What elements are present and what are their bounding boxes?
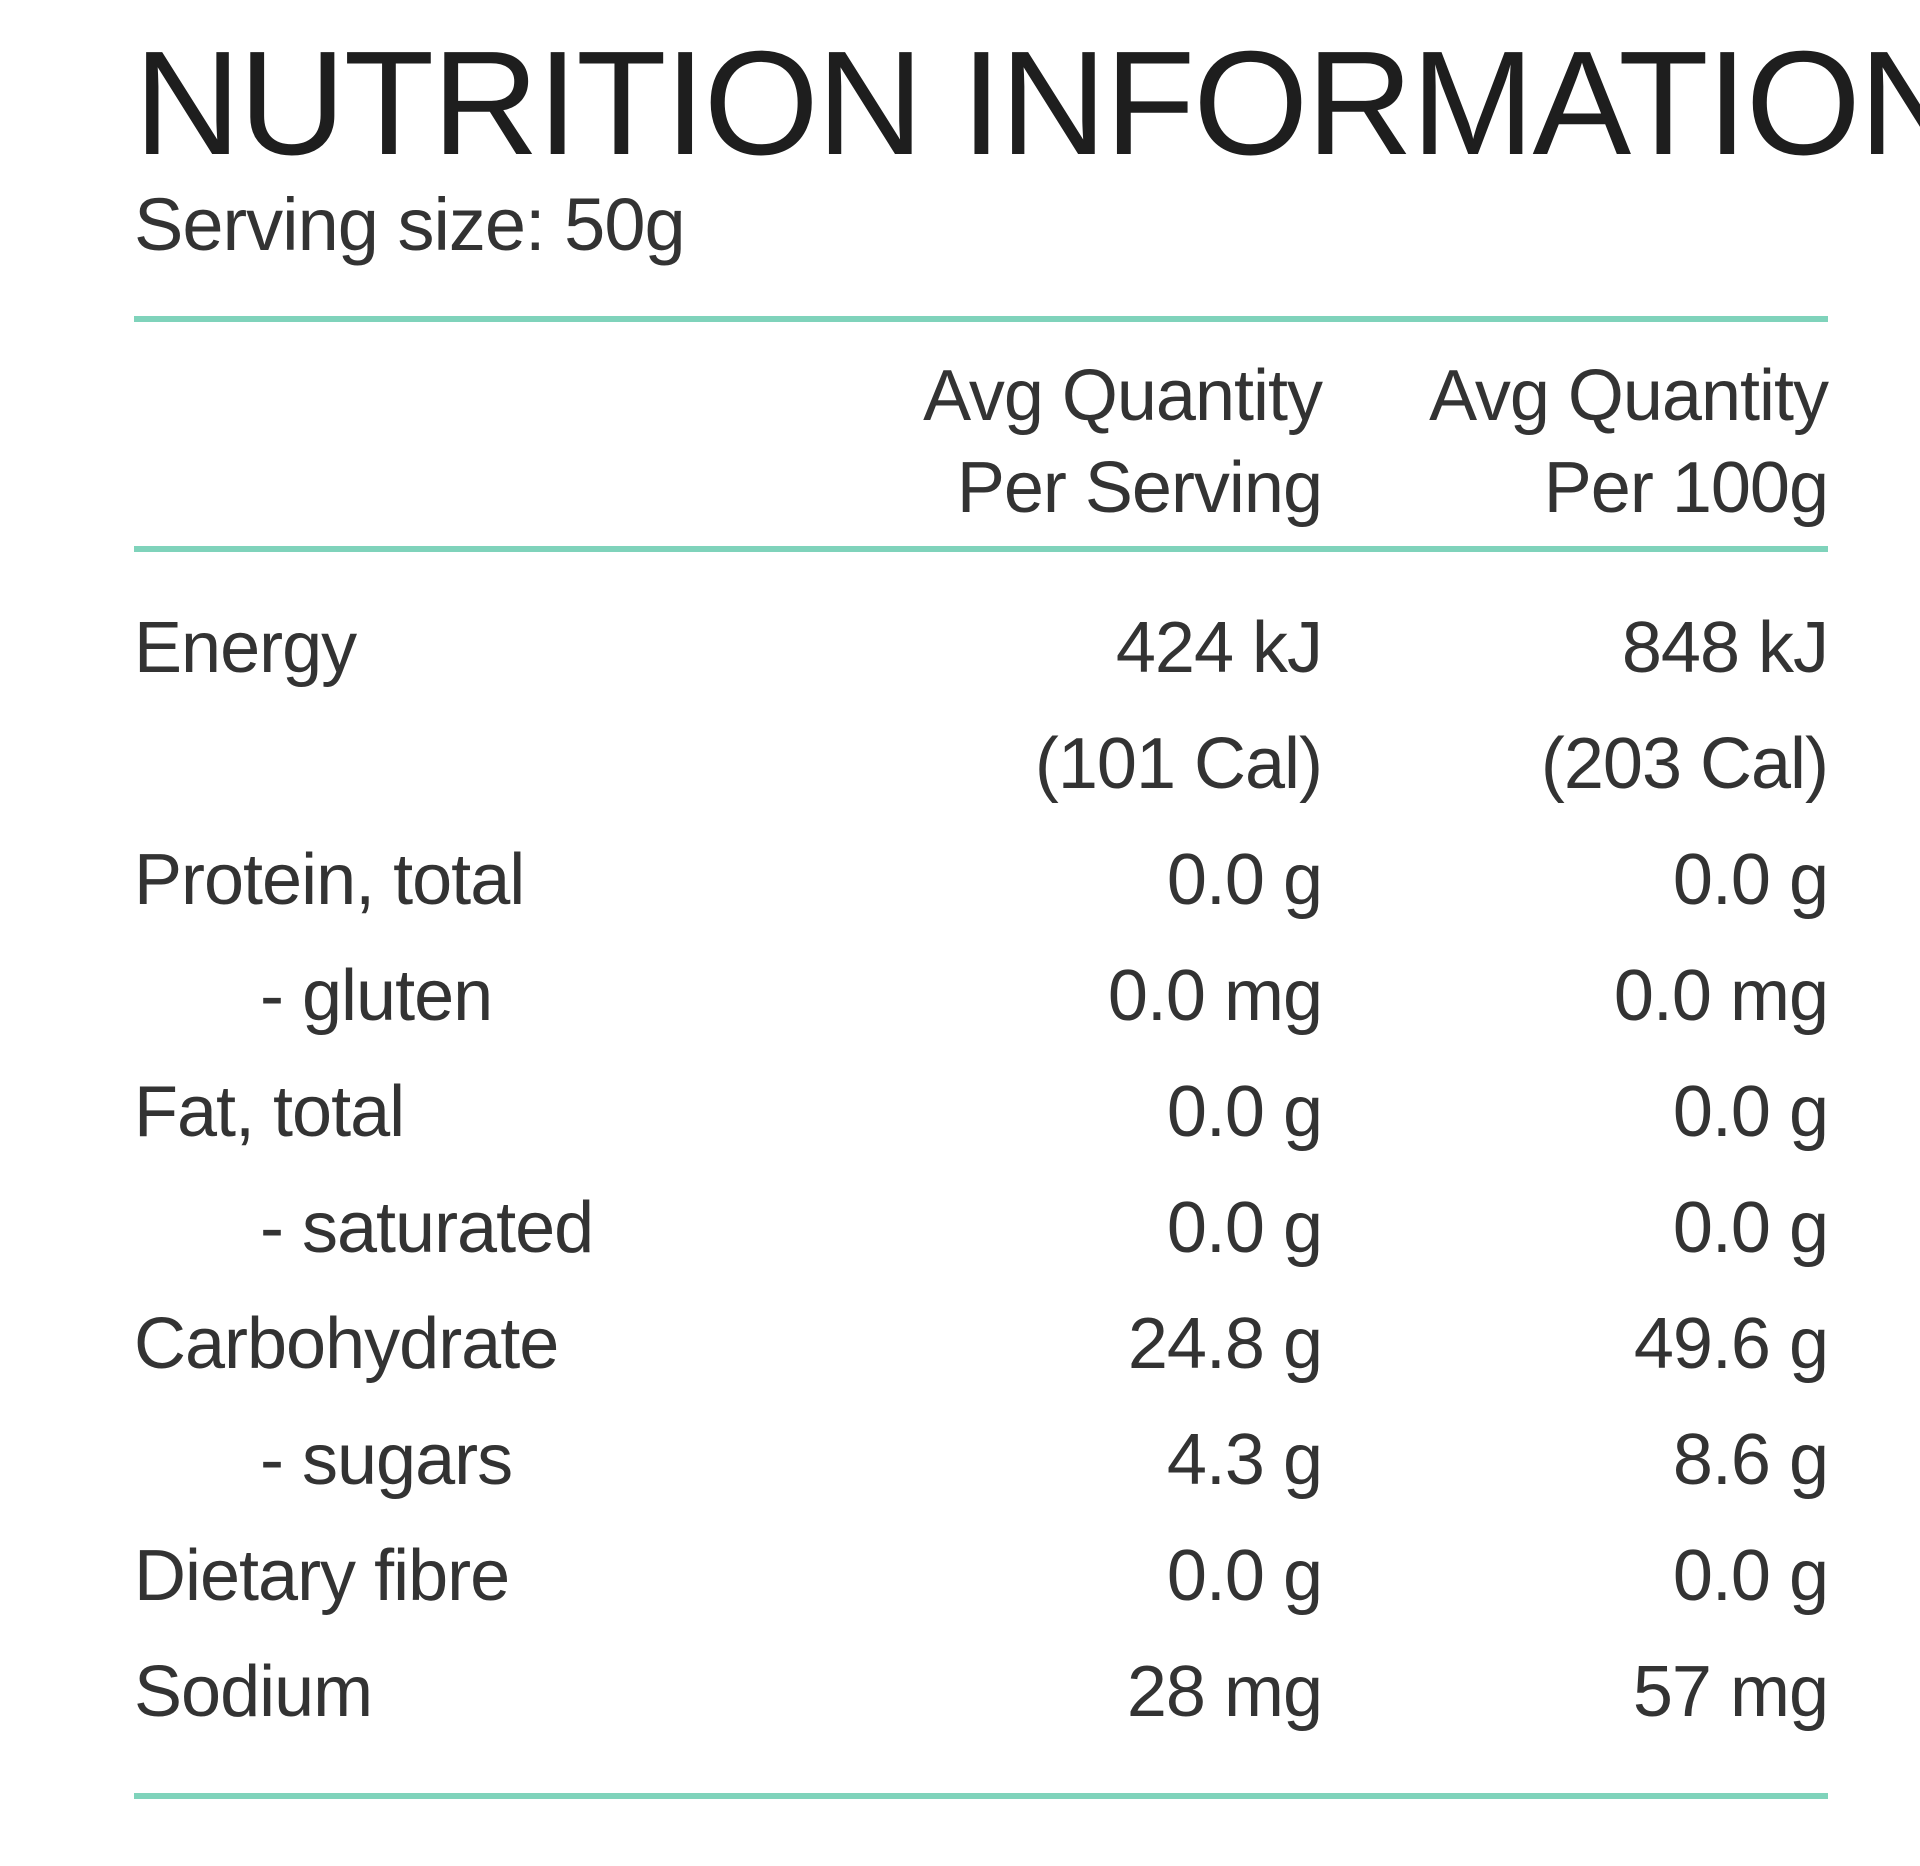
nutrient-label: Fat, total xyxy=(134,1072,405,1152)
bottom-divider xyxy=(134,1793,1828,1799)
column-header-per-100g: Avg Quantity Per 100g xyxy=(1429,350,1829,534)
nutrient-label: Energy xyxy=(134,608,357,688)
per-100g-value: 0.0 g xyxy=(1672,1188,1829,1268)
nutrient-row-gluten: - gluten 0.0 mg 0.0 mg xyxy=(134,938,1829,1054)
nutrient-row-sodium: Sodium 28 mg 57 mg xyxy=(134,1634,1829,1750)
per-serving-value: (101 Cal) xyxy=(1034,724,1323,804)
header-divider xyxy=(134,546,1828,552)
nutrient-label: Protein, total xyxy=(134,840,525,920)
per-100g-value: 0.0 mg xyxy=(1613,956,1829,1036)
nutrient-row-saturated: - saturated 0.0 g 0.0 g xyxy=(134,1170,1829,1286)
column-header-line: Avg Quantity xyxy=(923,356,1323,436)
nutrient-label: Carbohydrate xyxy=(134,1304,559,1384)
per-100g-value: 0.0 g xyxy=(1672,1072,1829,1152)
nutrient-row-sugars: - sugars 4.3 g 8.6 g xyxy=(134,1402,1829,1518)
nutrient-row-dietary-fibre: Dietary fibre 0.0 g 0.0 g xyxy=(134,1518,1829,1634)
per-100g-value: 0.0 g xyxy=(1672,840,1829,920)
nutrition-panel: NUTRITION INFORMATION Serving size: 50g … xyxy=(134,0,1920,1866)
nutrient-row-protein: Protein, total 0.0 g 0.0 g xyxy=(134,822,1829,938)
per-serving-value: 0.0 g xyxy=(1166,1536,1323,1616)
column-header-line: Per 100g xyxy=(1543,448,1829,528)
per-serving-value: 0.0 mg xyxy=(1107,956,1323,1036)
per-100g-value: 57 mg xyxy=(1632,1652,1829,1732)
nutrient-label: Sodium xyxy=(134,1652,373,1732)
column-header-per-serving: Avg Quantity Per Serving xyxy=(923,350,1323,534)
per-100g-value: 0.0 g xyxy=(1672,1536,1829,1616)
per-serving-value: 0.0 g xyxy=(1166,1072,1323,1152)
nutrient-row-energy: Energy 424 kJ 848 kJ xyxy=(134,590,1829,706)
nutrient-row-energy-cal: (101 Cal) (203 Cal) xyxy=(134,706,1829,822)
panel-title: NUTRITION INFORMATION xyxy=(134,21,1920,186)
per-serving-value: 424 kJ xyxy=(1115,608,1323,688)
column-header-line: Per Serving xyxy=(956,448,1323,528)
nutrient-label: Dietary fibre xyxy=(134,1536,510,1616)
nutrient-label: - sugars xyxy=(260,1420,513,1500)
top-divider xyxy=(134,316,1828,322)
per-100g-value: 49.6 g xyxy=(1633,1304,1829,1384)
per-serving-value: 24.8 g xyxy=(1127,1304,1323,1384)
per-100g-value: 848 kJ xyxy=(1621,608,1829,688)
per-serving-value: 4.3 g xyxy=(1166,1420,1323,1500)
per-100g-value: 8.6 g xyxy=(1672,1420,1829,1500)
serving-size: Serving size: 50g xyxy=(134,183,686,266)
per-serving-value: 28 mg xyxy=(1126,1652,1323,1732)
nutrient-label: - saturated xyxy=(260,1188,594,1268)
nutrient-table: Energy 424 kJ 848 kJ (101 Cal) (203 Cal)… xyxy=(134,590,1829,1750)
nutrient-row-fat: Fat, total 0.0 g 0.0 g xyxy=(134,1054,1829,1170)
per-100g-value: (203 Cal) xyxy=(1540,724,1829,804)
column-header-line: Avg Quantity xyxy=(1429,356,1829,436)
nutrient-label: - gluten xyxy=(260,956,493,1036)
per-serving-value: 0.0 g xyxy=(1166,840,1323,920)
nutrient-row-carbohydrate: Carbohydrate 24.8 g 49.6 g xyxy=(134,1286,1829,1402)
per-serving-value: 0.0 g xyxy=(1166,1188,1323,1268)
